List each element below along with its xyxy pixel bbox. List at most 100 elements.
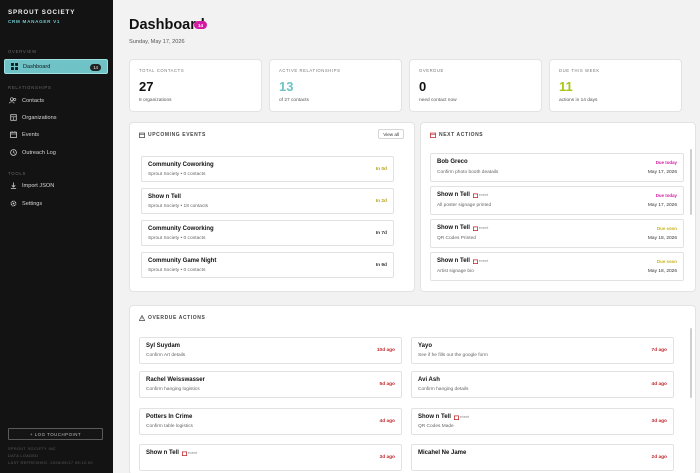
action-title: Show n Tell event: [437, 225, 488, 231]
view-all-button[interactable]: View all: [378, 129, 404, 139]
calendar-icon: [472, 225, 478, 231]
stat-card-due-this-week: DUE THIS WEEK 11 actions in 14 days: [549, 59, 682, 112]
event-sub: Sprout Society • 18 contacts: [148, 204, 209, 209]
stat-card-total-contacts: TOTAL CONTACTS 27 8 organizations: [129, 59, 262, 112]
calendar-icon: [139, 132, 145, 138]
dashboard-count-badge: 14: [90, 64, 101, 71]
action-date: May 18, 2026: [647, 236, 677, 241]
event-row[interactable]: Community Coworking Sprout Society • 0 c…: [141, 220, 394, 246]
event-title: Community Game Night: [148, 258, 217, 264]
overdue-row[interactable]: Avi Ash Confirm hanging details 4d ago: [411, 371, 674, 398]
overdue-title-text: Show n Tell: [418, 414, 451, 420]
action-title: Show n Tell event: [437, 258, 488, 264]
sidebar-item-outreach-log[interactable]: Outreach Log: [4, 145, 108, 160]
event-tag-text: event: [478, 226, 489, 230]
panel-title-text: OVERDUE ACTIONS: [148, 315, 206, 321]
overdue-row[interactable]: Rachel Weisswasser Confirm hanging logis…: [139, 371, 402, 398]
stat-value: 27: [139, 79, 154, 94]
stat-label: TOTAL CONTACTS: [139, 68, 185, 73]
overdue-row[interactable]: Micahel Ne Jame 2d ago: [411, 444, 674, 471]
event-tag: event: [453, 414, 469, 420]
action-row[interactable]: Show n Tell event Artist signage bio Due…: [430, 252, 684, 281]
title-badge: 14: [194, 21, 208, 29]
calendar-icon: [453, 414, 459, 420]
event-title: Show n Tell: [148, 194, 181, 200]
footer-line: SPROUT SOCIETY INC: [8, 447, 57, 451]
page-title: Dashboard: [129, 17, 205, 33]
panel-title-text: UPCOMING EVENTS: [148, 132, 206, 138]
sidebar-item-settings[interactable]: Settings: [4, 196, 108, 211]
panel-title: OVERDUE ACTIONS: [139, 315, 205, 321]
event-tag-text: event: [478, 193, 489, 197]
stat-label: DUE THIS WEEK: [559, 68, 600, 73]
stat-value: 11: [559, 79, 573, 94]
sidebar-item-import-json[interactable]: Import JSON: [4, 178, 108, 193]
overdue-title-text: Show n Tell: [146, 450, 179, 456]
calendar-icon: [9, 131, 17, 139]
gear-icon: [9, 200, 17, 208]
overdue-row[interactable]: Show n Tell event QR Codes Made 3d ago: [411, 408, 674, 435]
sidebar-item-dashboard[interactable]: Dashboard 14: [4, 59, 108, 74]
sidebar-item-organizations[interactable]: Organizations: [4, 110, 108, 125]
overdue-title: Potters In Crime: [146, 414, 193, 420]
action-row[interactable]: Show n Tell event All poster signage pri…: [430, 186, 684, 215]
event-tag: event: [472, 225, 489, 231]
action-status: Due soon: [656, 226, 677, 231]
event-row[interactable]: Community Coworking Sprout Society • 0 c…: [141, 156, 394, 182]
overdue-ago: 10d ago: [376, 348, 395, 353]
stat-value: 13: [279, 79, 294, 94]
log-touchpoint-button[interactable]: + LOG TOUCHPOINT: [8, 428, 103, 440]
overdue-row[interactable]: Yayo See if he fills out the google form…: [411, 337, 674, 364]
overdue-ago: 7d ago: [651, 348, 667, 353]
section-label-overview: OVERVIEW: [8, 49, 37, 54]
panel-title: NEXT ACTIONS: [430, 132, 483, 138]
overdue-title: Show n Tell event: [146, 450, 197, 456]
footer-line: DATA LOADED: [8, 454, 39, 458]
section-label-relationships: RELATIONSHIPS: [8, 85, 52, 90]
sidebar-item-label: Settings: [22, 200, 43, 207]
stat-label: OVERDUE: [419, 68, 444, 73]
action-row[interactable]: Bob Greco Confirm photo booth deatails D…: [430, 153, 684, 182]
scrollbar[interactable]: [690, 149, 692, 215]
sidebar-item-contacts[interactable]: Contacts: [4, 93, 108, 108]
overdue-sub: Confirm hanging logistics: [146, 387, 200, 392]
sidebar-item-label: Contacts: [22, 97, 45, 104]
overdue-title: Yayo: [418, 343, 433, 349]
event-sub: Sprout Society • 0 contacts: [148, 236, 206, 241]
action-sub: Artist signage bio: [437, 269, 474, 274]
overdue-title: Micahel Ne Jame: [418, 450, 467, 456]
overdue-row[interactable]: Show n Tell event 3d ago: [139, 444, 402, 471]
overdue-title: Rachel Weisswasser: [146, 377, 205, 383]
grid-icon: [10, 63, 18, 71]
overdue-sub: Confirm Art details: [146, 353, 186, 358]
main-content: Dashboard 14 Sunday, May 17, 2026 TOTAL …: [113, 0, 700, 473]
overdue-ago: 3d ago: [379, 455, 395, 460]
warning-icon: [139, 315, 145, 321]
event-tag: event: [181, 450, 198, 456]
calendar-icon: [472, 192, 478, 198]
overdue-row[interactable]: Potters In Crime Confirm table logistics…: [139, 408, 402, 435]
sidebar-item-label: Import JSON: [22, 182, 55, 189]
overdue-ago: 3d ago: [651, 419, 667, 424]
event-row[interactable]: Show n Tell Sprout Society • 18 contacts…: [141, 188, 394, 214]
sidebar-item-events[interactable]: Events: [4, 127, 108, 142]
panel-title: UPCOMING EVENTS: [139, 132, 206, 138]
event-tag-text: event: [187, 451, 198, 455]
footer-line: LAST REFRESHED, 2026/05/17 09:12:00: [8, 461, 93, 465]
action-row[interactable]: Show n Tell event QR Codes Printed Due s…: [430, 219, 684, 248]
action-date: May 18, 2026: [647, 269, 677, 274]
stat-value: 0: [419, 79, 427, 94]
action-status: Due today: [655, 193, 677, 198]
action-title: Bob Greco: [437, 159, 468, 165]
overdue-row[interactable]: Syl Suydam Confirm Art details 10d ago: [139, 337, 402, 364]
overdue-sub: Confirm table logistics: [146, 424, 193, 429]
overdue-title: Avi Ash: [418, 377, 440, 383]
event-row[interactable]: Community Game Night Sprout Society • 0 …: [141, 252, 394, 278]
panel-title-text: NEXT ACTIONS: [439, 132, 484, 138]
stat-card-active-relationships: ACTIVE RELATIONSHIPS 13 of 27 contacts: [269, 59, 402, 112]
overdue-ago: 2d ago: [651, 455, 667, 460]
scrollbar[interactable]: [690, 328, 692, 398]
upcoming-events-panel: UPCOMING EVENTS View all Community Cowor…: [129, 122, 415, 292]
action-title-text: Show n Tell: [437, 225, 470, 231]
section-label-tools: TOOLS: [8, 171, 27, 176]
